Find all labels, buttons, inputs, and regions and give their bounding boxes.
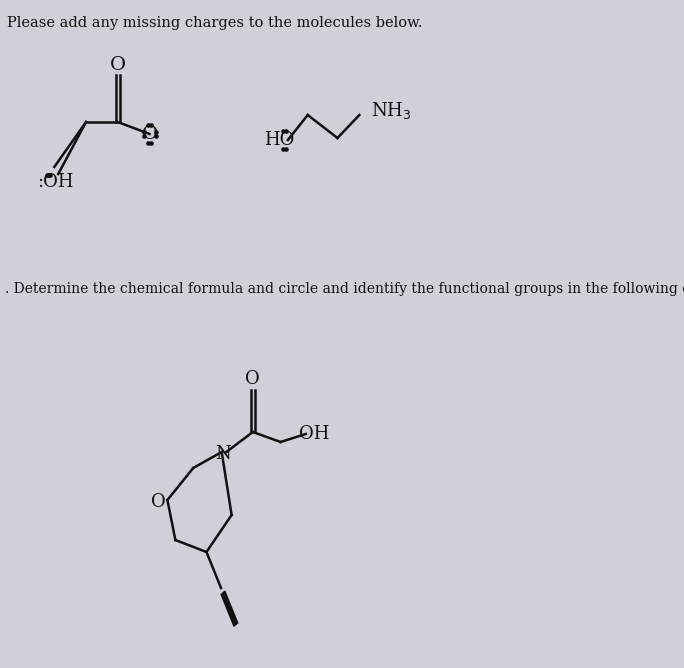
Text: HO: HO bbox=[264, 131, 294, 149]
Text: N: N bbox=[215, 445, 231, 463]
Text: OH: OH bbox=[299, 425, 330, 443]
Text: O: O bbox=[246, 370, 260, 388]
Text: . Determine the chemical formula and circle and identify the functional groups i: . Determine the chemical formula and cir… bbox=[5, 282, 684, 296]
Text: Please add any missing charges to the molecules below.: Please add any missing charges to the mo… bbox=[7, 16, 422, 30]
Text: O: O bbox=[142, 125, 157, 143]
Text: NH$_3$: NH$_3$ bbox=[371, 100, 412, 120]
Text: O: O bbox=[151, 493, 166, 511]
Text: O: O bbox=[109, 56, 126, 74]
Text: :OH: :OH bbox=[38, 173, 74, 191]
